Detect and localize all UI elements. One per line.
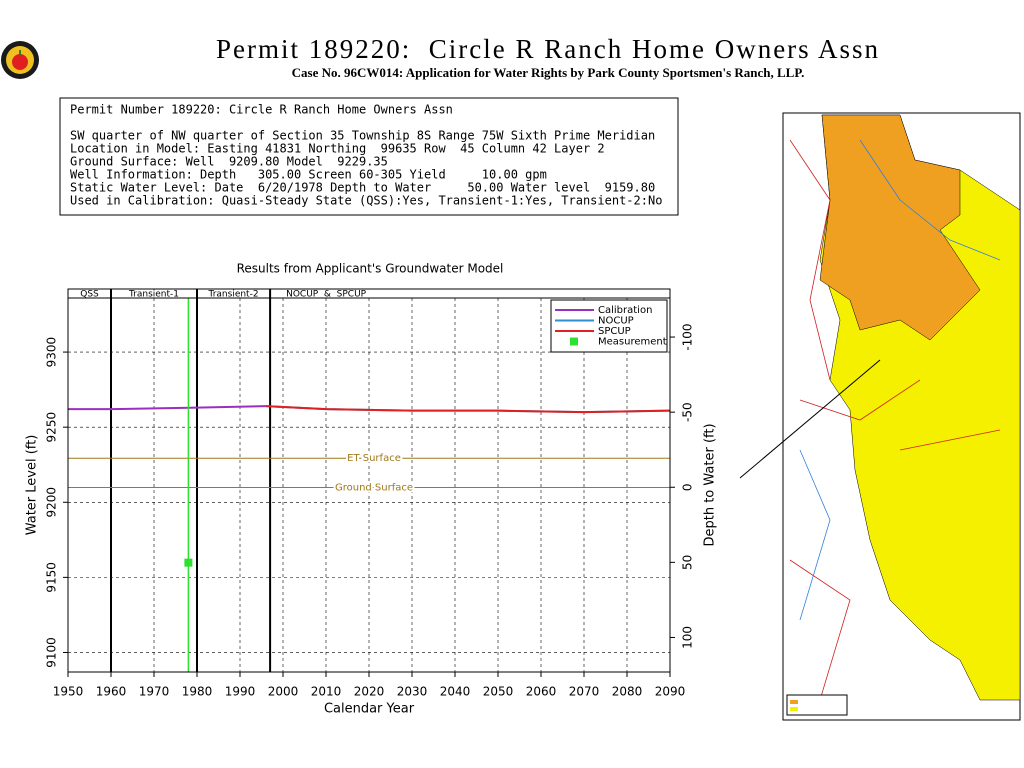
- page-title: Permit 189220: Circle R Ranch Home Owner…: [216, 34, 880, 64]
- x-axis-label: Calendar Year: [324, 702, 415, 717]
- period-label: QSS: [80, 290, 99, 300]
- legend-label: Calibration: [598, 305, 652, 316]
- plot-frame: [67, 297, 671, 673]
- y2-tick-label: -100: [681, 323, 695, 350]
- measurement-point: [184, 558, 193, 567]
- x-tick-label: 2010: [311, 685, 342, 699]
- period-label: Transient-1: [128, 290, 179, 300]
- x-tick-label: 2070: [569, 685, 600, 699]
- x-tick-label: 2080: [612, 685, 643, 699]
- map: [739, 112, 1021, 721]
- y2-tick-label: 50: [681, 555, 695, 570]
- y-tick-label: 9250: [45, 412, 59, 443]
- y-tick-label: 9100: [45, 637, 59, 668]
- page-subtitle: Case No. 96CW014: Application for Water …: [292, 65, 805, 80]
- x-tick-label: 1970: [139, 685, 170, 699]
- reference-label: ET Surface: [347, 453, 401, 464]
- y2-axis-label: Depth to Water (ft): [703, 423, 718, 546]
- info-line: SW quarter of NW quarter of Section 35 T…: [70, 129, 655, 143]
- x-tick-label: 2090: [655, 685, 686, 699]
- legend-label: NOCUP: [598, 316, 634, 327]
- y-tick-label: 9200: [45, 487, 59, 518]
- legend-swatch: [570, 337, 578, 346]
- chart-title: Results from Applicant's Groundwater Mod…: [237, 262, 504, 276]
- info-line: Permit Number 189220: Circle R Ranch Hom…: [70, 103, 453, 117]
- series-line: [265, 405, 671, 414]
- x-tick-label: 2050: [483, 685, 514, 699]
- x-tick-label: 2000: [268, 685, 299, 699]
- x-tick-label: 1950: [53, 685, 84, 699]
- info-line: Static Water Level: Date 6/20/1978 Depth…: [70, 181, 655, 195]
- info-line: Well Information: Depth 305.00 Screen 60…: [70, 168, 547, 182]
- period-label: Transient-2: [208, 290, 259, 300]
- x-tick-label: 2060: [526, 685, 557, 699]
- x-tick-label: 2040: [440, 685, 471, 699]
- series-line: [68, 405, 266, 411]
- y2-tick-label: -50: [681, 402, 695, 422]
- y-tick-label: 9150: [45, 562, 59, 593]
- x-tick-label: 1980: [182, 685, 213, 699]
- info-box: [59, 97, 679, 216]
- legend-label: SPCUP: [598, 326, 631, 337]
- y2-tick-label: 0: [681, 483, 695, 491]
- x-tick-label: 2030: [397, 685, 428, 699]
- info-line: Ground Surface: Well 9209.80 Model 9229.…: [70, 155, 388, 169]
- legend-label: Measurement: [598, 337, 667, 348]
- info-line: Used in Calibration: Quasi-Steady State …: [70, 194, 662, 208]
- x-tick-label: 1990: [225, 685, 256, 699]
- logo: [1, 41, 39, 79]
- y-axis-label: Water Level (ft): [25, 435, 40, 536]
- x-tick-label: 2020: [354, 685, 385, 699]
- x-tick-label: 1960: [96, 685, 127, 699]
- y2-tick-label: 100: [681, 626, 695, 649]
- info-line: Location in Model: Easting 41831 Northin…: [70, 142, 605, 156]
- period-label: NOCUP & SPCUP: [286, 290, 367, 300]
- y-tick-label: 9300: [45, 337, 59, 368]
- reference-label: Ground Surface: [335, 483, 413, 494]
